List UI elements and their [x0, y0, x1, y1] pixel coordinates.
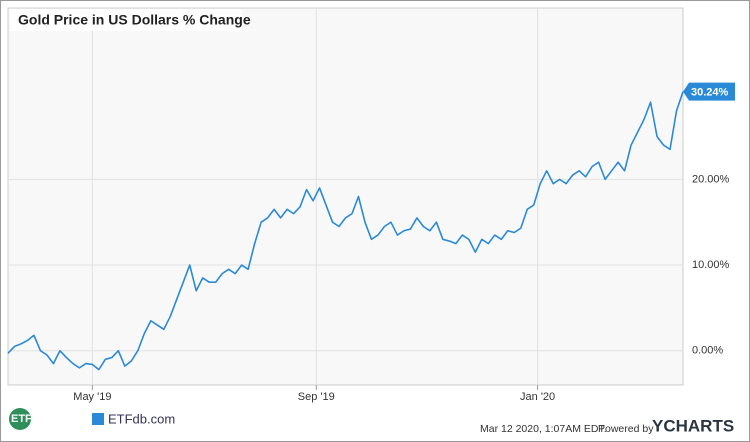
- title-box: [10, 9, 242, 31]
- line-series: [7, 91, 684, 371]
- y-tick-label: 20.00%: [692, 173, 730, 185]
- logo-mid: ETFdb.com: [108, 411, 175, 426]
- chart-title: Gold Price in US Dollars % Change: [18, 12, 251, 28]
- y-tick-label: 0.00%: [692, 345, 723, 357]
- logo-mid-icon: [92, 413, 104, 425]
- x-tick-label: May '19: [73, 391, 111, 403]
- grid: [8, 8, 683, 385]
- logo-icon: [9, 408, 31, 430]
- x-tick-label: Sep '19: [298, 391, 335, 403]
- plot-area: [7, 7, 684, 386]
- footer: ETF TRENDS ETFdb.com Mar 12 2020, 1:07AM…: [9, 408, 734, 435]
- brand: YCHARTS: [652, 416, 734, 435]
- plot: [7, 91, 684, 371]
- x-tick-label: Jan '20: [520, 391, 555, 403]
- y-tick-label: 10.00%: [692, 259, 730, 271]
- logo-left: ETF TRENDS: [11, 413, 80, 425]
- timestamp: Mar 12 2020, 1:07AM EDT.: [480, 423, 607, 435]
- powered-by: Powered by: [598, 423, 654, 435]
- last-value-label: 30.24%: [691, 87, 729, 99]
- last-value-tag: [683, 82, 735, 101]
